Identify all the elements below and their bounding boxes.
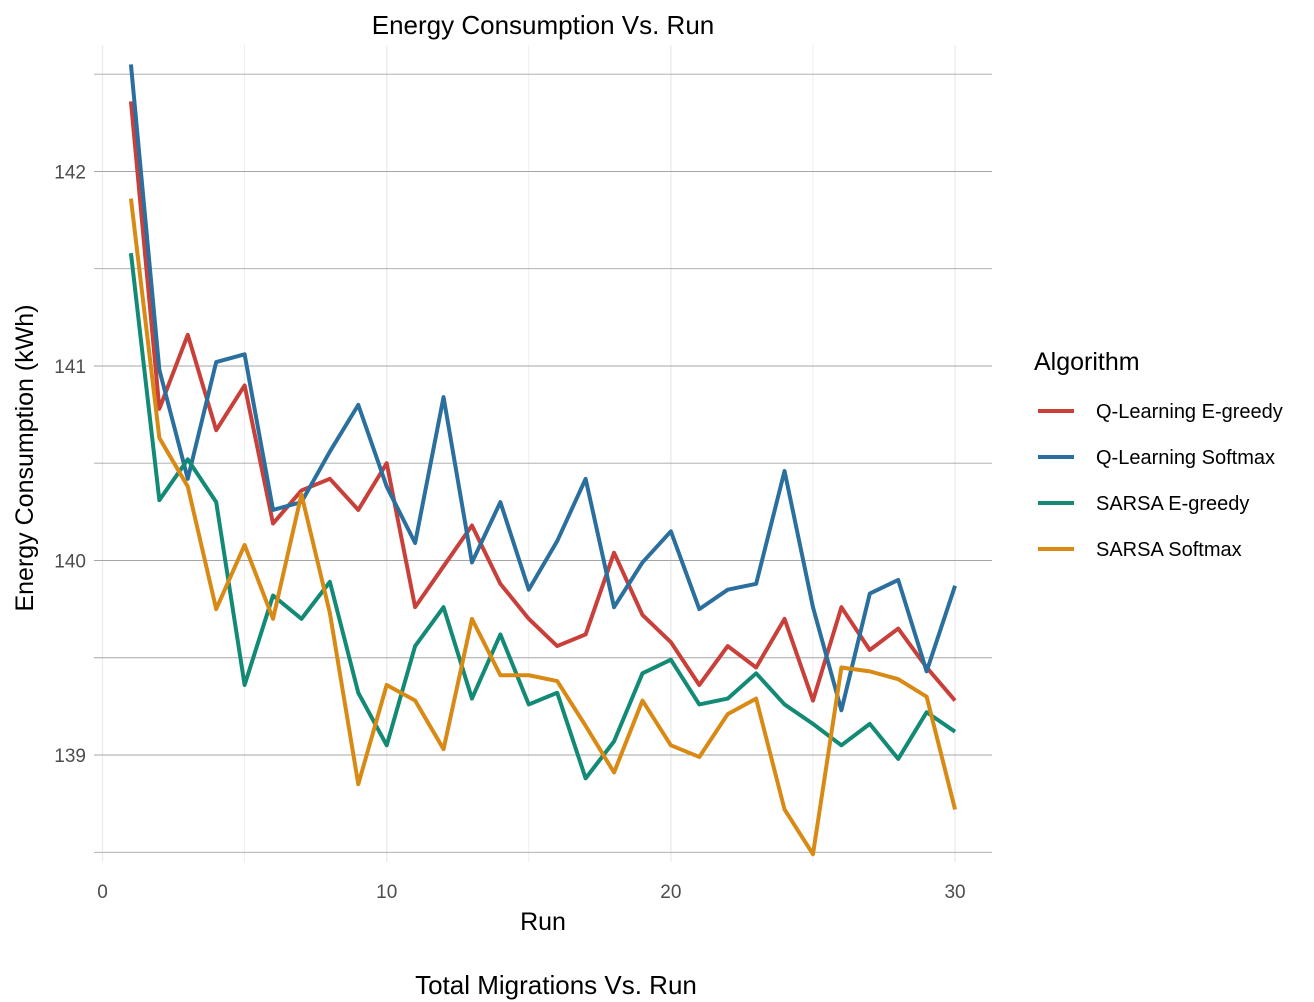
- legend-label: SARSA Softmax: [1096, 539, 1242, 561]
- chart-title: Energy Consumption Vs. Run: [372, 10, 715, 40]
- series-lines: [128, 64, 957, 857]
- x-tick-label: 30: [944, 882, 965, 903]
- x-tick-label: 20: [660, 882, 681, 903]
- series-line-sarsa-e-greedy: [128, 252, 957, 781]
- y-axis-title: Energy Consumption (kWh): [11, 304, 39, 611]
- legend-label: Q-Learning E-greedy: [1096, 401, 1283, 423]
- y-tick-label: 140: [54, 551, 86, 572]
- series-line-sarsa-softmax: [128, 198, 957, 857]
- y-tick-label: 139: [54, 746, 86, 767]
- y-tick-label: 142: [54, 162, 86, 183]
- y-tick-label: 141: [54, 357, 86, 378]
- x-axis-title: Run: [520, 908, 566, 936]
- chart-caption: Total Migrations Vs. Run: [415, 970, 697, 1000]
- series-line-q-learning-e-greedy: [128, 101, 957, 703]
- x-tick-label: 10: [376, 882, 397, 903]
- x-tick-label: 0: [97, 882, 108, 903]
- legend-label: SARSA E-greedy: [1096, 493, 1249, 515]
- series-line-q-learning-softmax: [128, 64, 957, 713]
- legend-title: Algorithm: [1034, 348, 1140, 376]
- grid: [94, 45, 992, 862]
- legend: Algorithm Q-Learning E-greedy Q-Learning …: [1034, 348, 1283, 561]
- y-tick-labels: 139 140 141 142: [54, 162, 86, 767]
- legend-label: Q-Learning Softmax: [1096, 447, 1275, 469]
- x-tick-labels: 0 10 20 30: [97, 882, 965, 903]
